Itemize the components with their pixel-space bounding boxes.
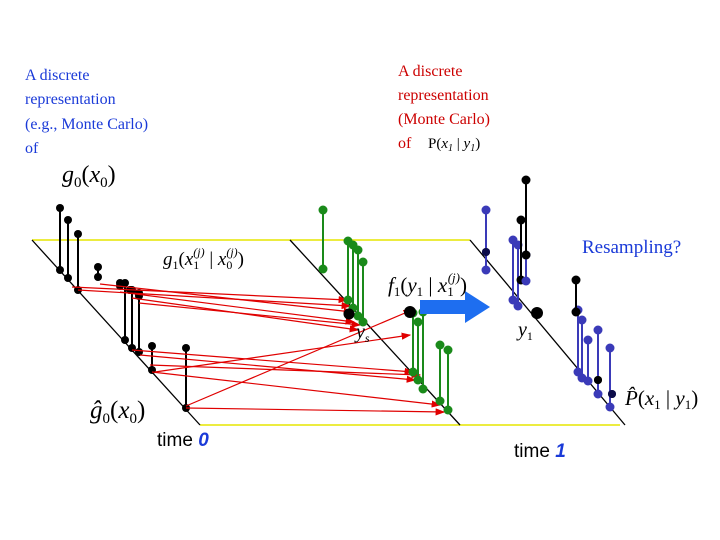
- green-particle-tip-dot: [413, 317, 423, 327]
- green-particle-tip-dot: [318, 205, 328, 215]
- black-particle-base-dot: [56, 266, 64, 274]
- transition-arrow: [71, 286, 349, 304]
- time0-label: time 0: [157, 430, 209, 451]
- y1-label: y1: [516, 319, 533, 343]
- green-particle-tip-dot: [353, 245, 363, 255]
- formula-close: ): [475, 136, 480, 152]
- green-particle-tip-dot: [443, 345, 453, 355]
- transition-arrow: [99, 283, 354, 315]
- right-note-formula: P(x1 | y1): [428, 136, 480, 154]
- green-particles: [318, 205, 453, 415]
- posterior-particle-tip-dot: [593, 325, 603, 335]
- formula-x: x: [440, 136, 448, 152]
- time1-label: time 1: [514, 441, 566, 462]
- green-particle-base-dot: [418, 384, 428, 394]
- right-note: A discrete representation (Monte Carlo) …: [398, 63, 490, 152]
- formula-p: P(: [428, 136, 441, 152]
- time-mid-axis: [289, 239, 461, 426]
- formula-y: y: [462, 136, 471, 152]
- right-note-line3: (Monte Carlo): [398, 111, 490, 128]
- right-note-line2: representation: [398, 87, 489, 104]
- black-particle-tip-dot: [121, 279, 129, 287]
- f1-label: f1(y1 | x1(j)): [388, 270, 467, 299]
- left-note-line4: of: [25, 140, 39, 157]
- transition-arrows: [71, 283, 446, 416]
- posterior-particle-tip-dot: [583, 335, 593, 345]
- formula-bar: |: [453, 136, 464, 152]
- posterior-particle-tip-dot: [571, 275, 581, 285]
- transition-arrow: [131, 349, 415, 375]
- transition-arrow: [151, 371, 442, 408]
- transition-arrow: [154, 332, 412, 373]
- transition-arrow: [119, 291, 356, 325]
- transition-arrow: [138, 302, 362, 328]
- posterior-particle-tip-dot: [605, 343, 615, 353]
- black-particle-base-dot: [94, 273, 102, 281]
- black-particle-base-dot: [64, 274, 72, 282]
- posterior-particle-tip-dot: [521, 175, 531, 185]
- black-particle-tip-dot: [94, 263, 102, 271]
- black-particle-tip-dot: [182, 344, 190, 352]
- right-note-line1: A discrete: [398, 63, 462, 80]
- observation-y1-dot: [531, 307, 543, 319]
- black-particles: [56, 204, 190, 412]
- posterior-particle-base-dot: [605, 402, 615, 412]
- posterior-particle-tip-dot: [482, 248, 490, 256]
- formula-sub1: 1: [448, 143, 453, 154]
- posterior-particles: [481, 175, 616, 412]
- time1-axis: [469, 239, 626, 426]
- posterior-particle-base-dot: [513, 301, 523, 311]
- green-particle-base-dot: [413, 375, 423, 385]
- green-particle-base-dot: [353, 311, 363, 321]
- posterior-particle-base-dot: [521, 276, 531, 286]
- ys-label: ys: [354, 321, 370, 345]
- posterior-particle-tip-dot: [516, 215, 526, 225]
- green-particle-base-dot: [408, 367, 418, 377]
- transition-arrow: [185, 407, 446, 416]
- black-particle-base-dot: [121, 336, 129, 344]
- green-particle-base-dot: [343, 295, 353, 305]
- posterior-particle-tip-dot: [608, 390, 616, 398]
- observation-mid-dot: [404, 306, 416, 318]
- black-particle-tip-dot: [148, 342, 156, 350]
- posterior-particle-base-dot: [521, 250, 531, 260]
- resampling-label: Resampling?: [582, 237, 681, 258]
- ghat-label: ĝ0(x0): [90, 397, 145, 427]
- black-particle-tip-dot: [56, 204, 64, 212]
- svg-text:P(x1 | y1): P(x1 | y1): [428, 136, 480, 154]
- posterior-particle-base-dot: [571, 307, 581, 317]
- posterior-particle-base-dot: [593, 389, 603, 399]
- posterior-particle-base-dot: [508, 295, 518, 305]
- left-note-line2: representation: [25, 91, 116, 108]
- update-arrow: [420, 291, 490, 323]
- green-particle-tip-dot: [358, 257, 368, 267]
- posterior-particle-base-dot: [481, 265, 491, 275]
- transition-arrow: [185, 309, 414, 407]
- g1-label: g1(x1(j) | x0(j)): [163, 245, 244, 272]
- green-particle-base-dot: [443, 405, 453, 415]
- left-note: A discrete representation (e.g., Monte C…: [25, 67, 148, 157]
- green-particle-tip-dot: [435, 340, 445, 350]
- black-particle-tip-dot: [74, 230, 82, 238]
- left-note-line1: A discrete: [25, 67, 89, 84]
- right-note-line4: of: [398, 135, 412, 152]
- green-particle-base-dot: [358, 317, 368, 327]
- phat-label: P̂(x1 | y1): [624, 386, 698, 412]
- posterior-particle-tip-dot: [481, 205, 491, 215]
- green-particle-base-dot: [435, 396, 445, 406]
- green-particle-base-dot: [318, 264, 328, 274]
- formula-sub2: 1: [470, 143, 475, 154]
- left-note-line3: (e.g., Monte Carlo): [25, 116, 148, 133]
- g0-label: g0(x0): [62, 162, 116, 191]
- observation-ys-dot: [343, 308, 355, 320]
- posterior-particle-tip-dot: [577, 315, 587, 325]
- posterior-particle-base-dot: [583, 376, 593, 386]
- posterior-particle-tip-dot: [594, 376, 602, 384]
- black-particle-tip-dot: [64, 216, 72, 224]
